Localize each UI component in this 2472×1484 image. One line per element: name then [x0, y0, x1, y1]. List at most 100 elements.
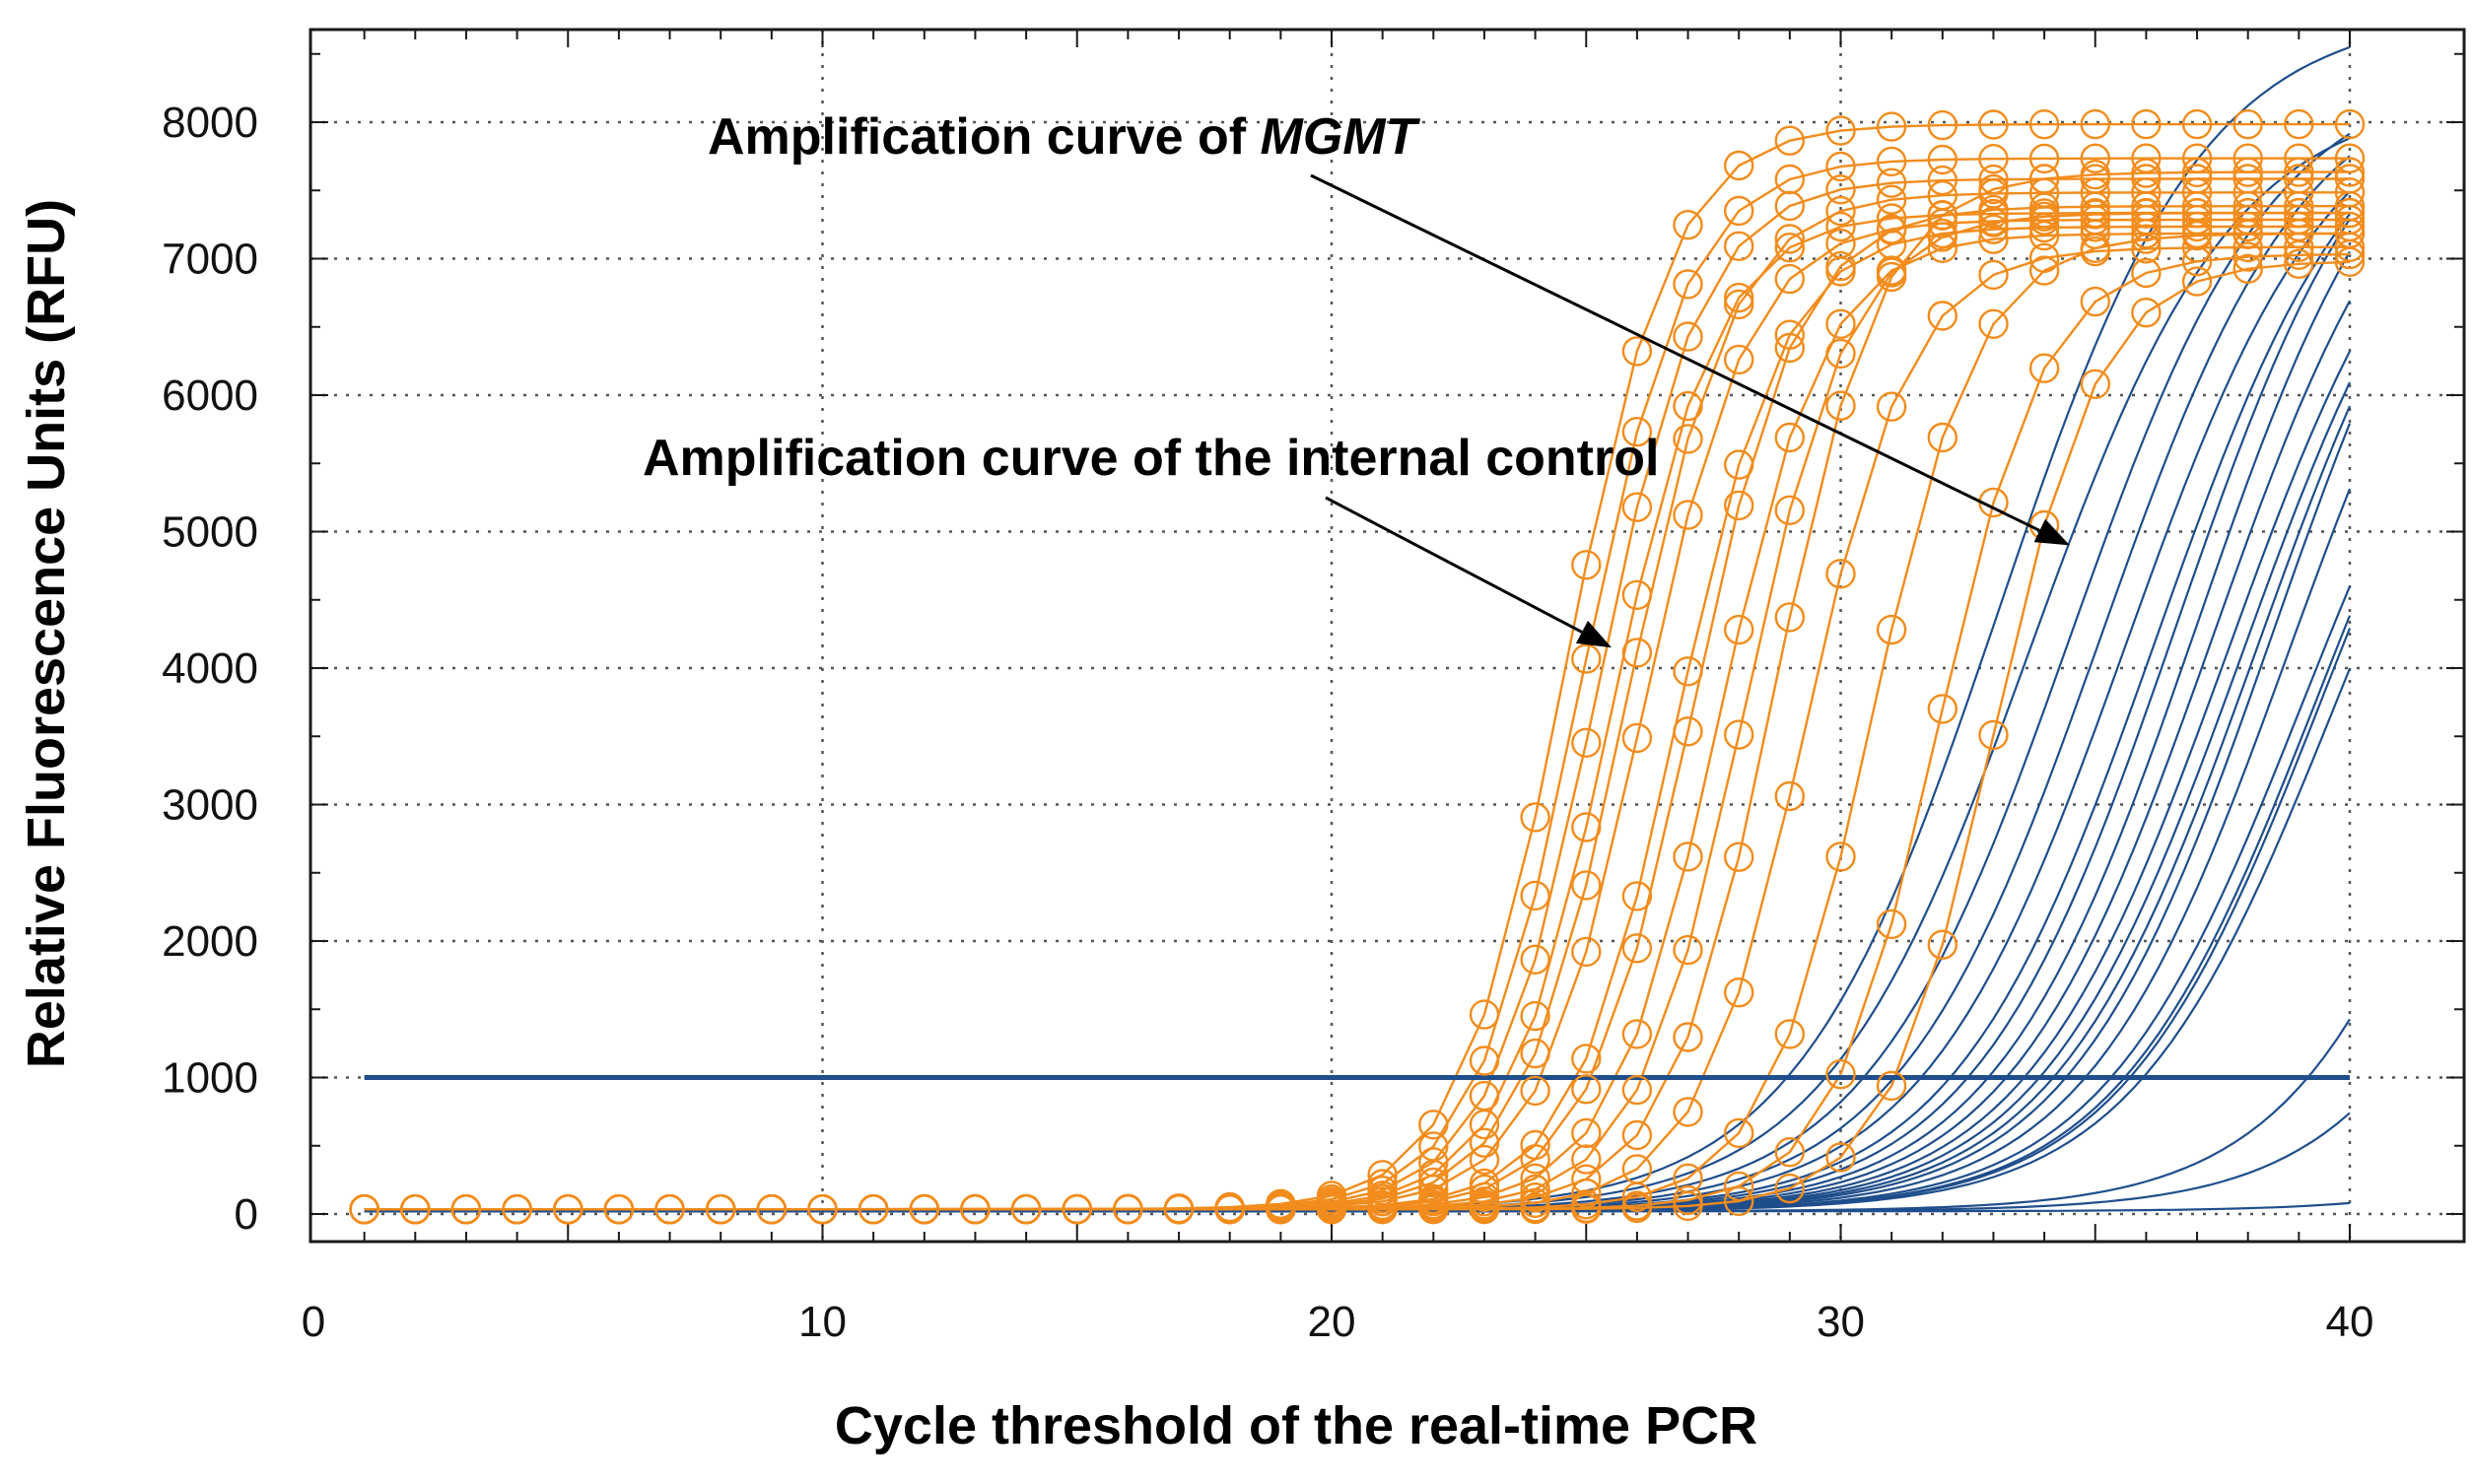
internal-control-point [1927, 208, 1958, 238]
internal-control-point [1520, 1193, 1550, 1225]
internal-control-point [1978, 207, 2009, 237]
internal-control-point [1469, 999, 1500, 1030]
internal-control-point [2080, 199, 2111, 230]
internal-control-point [1621, 336, 1653, 367]
internal-control-point [1723, 1185, 1754, 1217]
internal-control-point [1571, 1193, 1602, 1224]
internal-control-point [1876, 261, 1907, 293]
internal-control-point [1673, 1022, 1703, 1052]
internal-control-point [2131, 211, 2162, 242]
annotation-mgmt-arrow-line [1310, 173, 2041, 532]
internal-control-point [1367, 1169, 1398, 1199]
plot-area-frame [309, 28, 2466, 1244]
internal-control-point [1723, 1171, 1754, 1202]
internal-control-point [2284, 218, 2314, 249]
internal-control-point [2334, 157, 2366, 187]
internal-control-point [1673, 842, 1703, 872]
internal-control-point [2028, 143, 2060, 174]
internal-control-point [960, 1193, 991, 1225]
internal-control-point [1876, 1070, 1907, 1102]
y-tick-label: 0 [235, 1190, 258, 1239]
internal-control-point [1673, 1190, 1703, 1222]
series-layer [364, 45, 2352, 1213]
internal-control-point [1774, 190, 1806, 222]
internal-control-point [2284, 157, 2314, 187]
marker-layer [349, 108, 2366, 1225]
internal-control-point [1571, 643, 1602, 674]
internal-control-point [2028, 201, 2060, 233]
internal-control-point [1571, 1074, 1602, 1105]
internal-control-point [2080, 286, 2111, 317]
internal-control-point [1927, 301, 1958, 331]
internal-control-point [450, 1193, 482, 1225]
internal-control-point [1520, 1038, 1550, 1069]
internal-control-point [1673, 716, 1703, 747]
internal-control-point [1723, 978, 1754, 1008]
internal-control-point [1214, 1193, 1245, 1225]
internal-control-point [1469, 1127, 1500, 1158]
internal-control-point [1621, 1192, 1653, 1224]
internal-control-point [2181, 108, 2213, 140]
internal-control-point [2131, 234, 2162, 264]
internal-control-point [1978, 224, 2009, 254]
internal-control-point [2232, 219, 2263, 250]
y-tick-label: 2000 [162, 917, 258, 966]
internal-control-point [1723, 614, 1754, 645]
internal-control-point [2284, 232, 2314, 263]
internal-control-point [1520, 802, 1550, 833]
internal-control-point [2232, 157, 2263, 187]
internal-control-point [1062, 1193, 1093, 1225]
internal-control-point [2181, 246, 2213, 277]
internal-control-point [1520, 1163, 1550, 1194]
internal-control-point [1723, 490, 1754, 521]
internal-control-point [1774, 1136, 1806, 1168]
internal-control-point [1621, 933, 1653, 964]
internal-control-point [1621, 722, 1653, 754]
internal-control-point [1571, 870, 1602, 901]
internal-control-point [2080, 212, 2111, 242]
internal-control-curve [364, 260, 2351, 1211]
internal-control-point [2232, 232, 2263, 263]
internal-control-point [1723, 195, 1754, 227]
internal-control-point [654, 1193, 685, 1225]
internal-control-point [1876, 111, 1907, 142]
internal-control-point [1621, 1119, 1653, 1151]
annotation-internal-control-arrow-head [1575, 620, 1613, 648]
internal-control-point [603, 1193, 635, 1225]
internal-control-point [1723, 842, 1754, 872]
internal-control-point [1469, 1144, 1500, 1176]
internal-control-point [2334, 108, 2366, 140]
internal-control-point [2232, 211, 2263, 242]
internal-control-point [1723, 719, 1754, 750]
internal-control-point [1673, 269, 1703, 300]
internal-control-point [1978, 143, 2009, 174]
internal-control-point [1978, 194, 2009, 226]
internal-control-point [1673, 390, 1703, 422]
internal-control-point [1927, 165, 1958, 196]
internal-control-point [2131, 204, 2162, 236]
internal-control-point [2181, 198, 2213, 229]
internal-control-point [1673, 1097, 1703, 1127]
internal-control-point [2131, 224, 2162, 254]
internal-control-point [1825, 211, 1856, 242]
internal-control-point [1418, 1193, 1449, 1225]
internal-control-point [1673, 209, 1703, 240]
internal-control-point [1978, 259, 2009, 291]
internal-control-point [1825, 1058, 1856, 1090]
internal-control-point [2131, 158, 2162, 188]
axis-ticks: 0 1000 2000 3000 4000 5000 6000 7000 8000 0 10 20 30… [162, 30, 2464, 1346]
internal-control-point [1316, 1193, 1347, 1225]
internal-control-point [1520, 1129, 1550, 1161]
internal-control-point [1113, 1193, 1143, 1225]
internal-control-point [1010, 1193, 1042, 1225]
internal-control-point [1621, 579, 1653, 610]
internal-control-point [2080, 219, 2111, 250]
y-tick-label: 7000 [162, 236, 258, 284]
annotation-mgmt-gene: MGMT [1261, 108, 1421, 166]
internal-control-point [400, 1193, 431, 1225]
internal-control-point [2334, 143, 2366, 173]
internal-control-point [2028, 353, 2060, 383]
internal-control-point [1978, 308, 2009, 339]
